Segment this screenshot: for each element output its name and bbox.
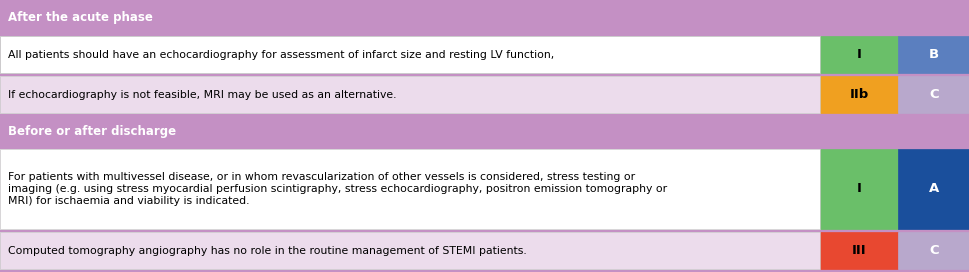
Text: B: B (928, 48, 938, 61)
Bar (0, 149, 819, 229)
Text: Computed tomography angiography has no role in the routine management of STEMI p: Computed tomography angiography has no r… (8, 246, 526, 255)
Text: C: C (928, 88, 938, 101)
Bar (0, 232, 819, 269)
Text: If echocardiography is not feasible, MRI may be used as an alternative.: If echocardiography is not feasible, MRI… (8, 89, 396, 100)
Bar (897, 149, 969, 229)
Bar (897, 232, 969, 269)
Bar (819, 149, 897, 229)
Bar (819, 36, 897, 73)
Bar (0, 36, 819, 73)
Bar (0, 76, 819, 113)
Text: All patients should have an echocardiography for assessment of infarct size and : All patients should have an echocardiogr… (8, 50, 553, 60)
Text: IIb: IIb (849, 88, 867, 101)
Text: I: I (856, 48, 860, 61)
Bar (0, 76, 819, 113)
Text: I: I (856, 183, 860, 196)
Bar (0, 36, 819, 73)
Text: III: III (851, 244, 865, 257)
Text: After the acute phase: After the acute phase (8, 11, 153, 24)
Bar (897, 36, 969, 73)
Text: C: C (928, 244, 938, 257)
Text: A: A (928, 183, 938, 196)
Bar (0, 232, 819, 269)
Bar (0, 149, 819, 229)
Bar (897, 76, 969, 113)
Text: Before or after discharge: Before or after discharge (8, 125, 176, 138)
Bar (0, 3, 969, 33)
Text: For patients with multivessel disease, or in whom revascularization of other ves: For patients with multivessel disease, o… (8, 172, 667, 206)
Bar (819, 76, 897, 113)
Bar (0, 116, 969, 146)
Bar (819, 232, 897, 269)
